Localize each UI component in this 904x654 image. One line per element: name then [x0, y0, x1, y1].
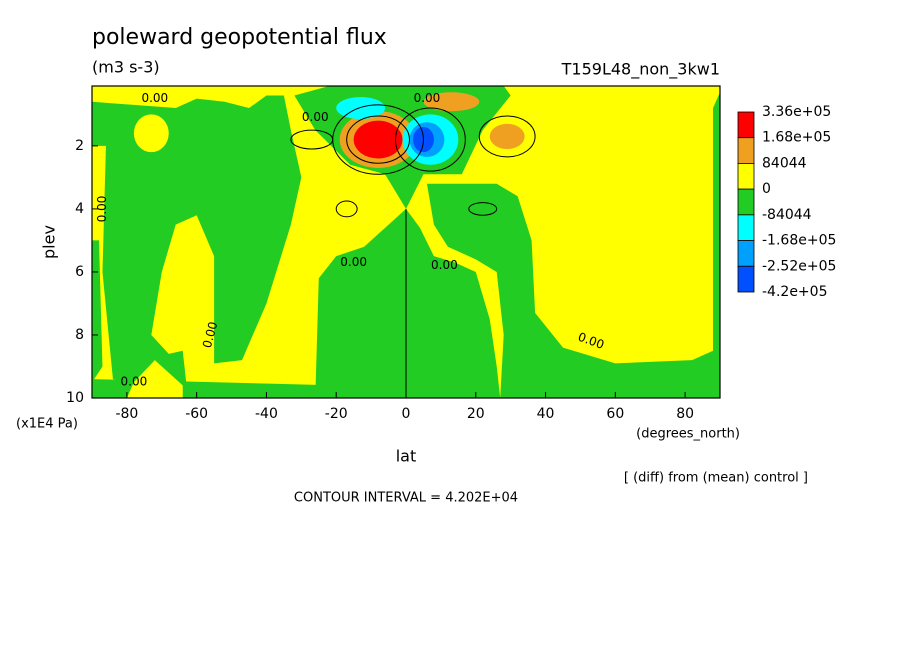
colorbar-box — [737, 265, 755, 293]
colorbar-box — [737, 163, 755, 190]
colorbar-label: 3.36e+05 — [762, 104, 831, 120]
colorbar-label: 0 — [762, 181, 771, 197]
colorbar-box — [737, 137, 755, 164]
colorbar-label: -1.68e+05 — [762, 233, 836, 249]
contour-region — [133, 114, 169, 153]
colorbar-label: -4.2e+05 — [762, 284, 827, 300]
colorbar-box — [737, 111, 755, 139]
y-tick-label: 4 — [75, 201, 84, 217]
y-tick-label: 8 — [75, 327, 84, 343]
contour-region — [92, 95, 302, 386]
x-tick-label: 40 — [537, 406, 555, 422]
contour-line — [335, 200, 358, 218]
x-axis-label: lat — [396, 447, 417, 466]
x-tick-label: -60 — [185, 406, 208, 422]
contour-line — [478, 115, 536, 158]
chart-subtitle: (m3 s-3) — [92, 58, 160, 77]
contour-label: 0.00 — [431, 258, 458, 272]
contour-label: 0.00 — [302, 110, 329, 124]
contour-line — [290, 129, 334, 150]
x-tick-label: 80 — [676, 406, 694, 422]
contour-region — [315, 208, 501, 398]
contour-label: 0.00 — [414, 91, 441, 105]
contour-region — [126, 360, 183, 398]
contour-line — [346, 115, 410, 164]
colorbar-label: -2.52e+05 — [762, 258, 836, 274]
x-tick-label: -40 — [255, 406, 278, 422]
contour-label: 0.00 — [95, 196, 109, 223]
field — [92, 86, 720, 398]
x-tick-label: -20 — [325, 406, 348, 422]
y-tick-label: 10 — [66, 390, 84, 406]
colorbar-label: 1.68e+05 — [762, 130, 831, 146]
contour-label: 0.00 — [141, 91, 168, 105]
x-tick-label: 0 — [402, 406, 411, 422]
colorbar-box — [737, 240, 755, 267]
x-axis-unit: (degrees_north) — [636, 427, 740, 442]
colorbar-box — [737, 188, 755, 216]
x-tick-label: -80 — [115, 406, 138, 422]
x-tick-label: 20 — [467, 406, 485, 422]
colorbar-label: -84044 — [762, 207, 812, 223]
y-axis-label: plev — [40, 225, 59, 259]
contour-region — [426, 92, 720, 398]
y-tick-label: 2 — [75, 138, 84, 154]
contour-label: 0.00 — [121, 375, 148, 389]
contour-region — [423, 92, 480, 112]
contour-region — [92, 240, 103, 383]
contour-interval: CONTOUR INTERVAL = 4.202E+04 — [294, 491, 518, 506]
colorbar-box — [737, 214, 755, 241]
y-axis-unit: (x1E4 Pa) — [16, 417, 78, 432]
contour-label: 0.00 — [200, 320, 220, 349]
contour-label: 0.00 — [340, 255, 367, 269]
colorbar-label: 84044 — [762, 155, 807, 171]
contour-line — [468, 202, 498, 216]
contour-region — [353, 120, 403, 159]
contour-region — [489, 123, 525, 150]
contour-line — [395, 107, 466, 172]
note: [ (diff) from (mean) control ] — [624, 471, 808, 486]
x-tick-label: 60 — [606, 406, 624, 422]
y-tick-label: 6 — [75, 264, 84, 280]
chart-title: poleward geopotential flux — [92, 25, 387, 50]
run-label: T159L48_non_3kw1 — [561, 60, 720, 80]
